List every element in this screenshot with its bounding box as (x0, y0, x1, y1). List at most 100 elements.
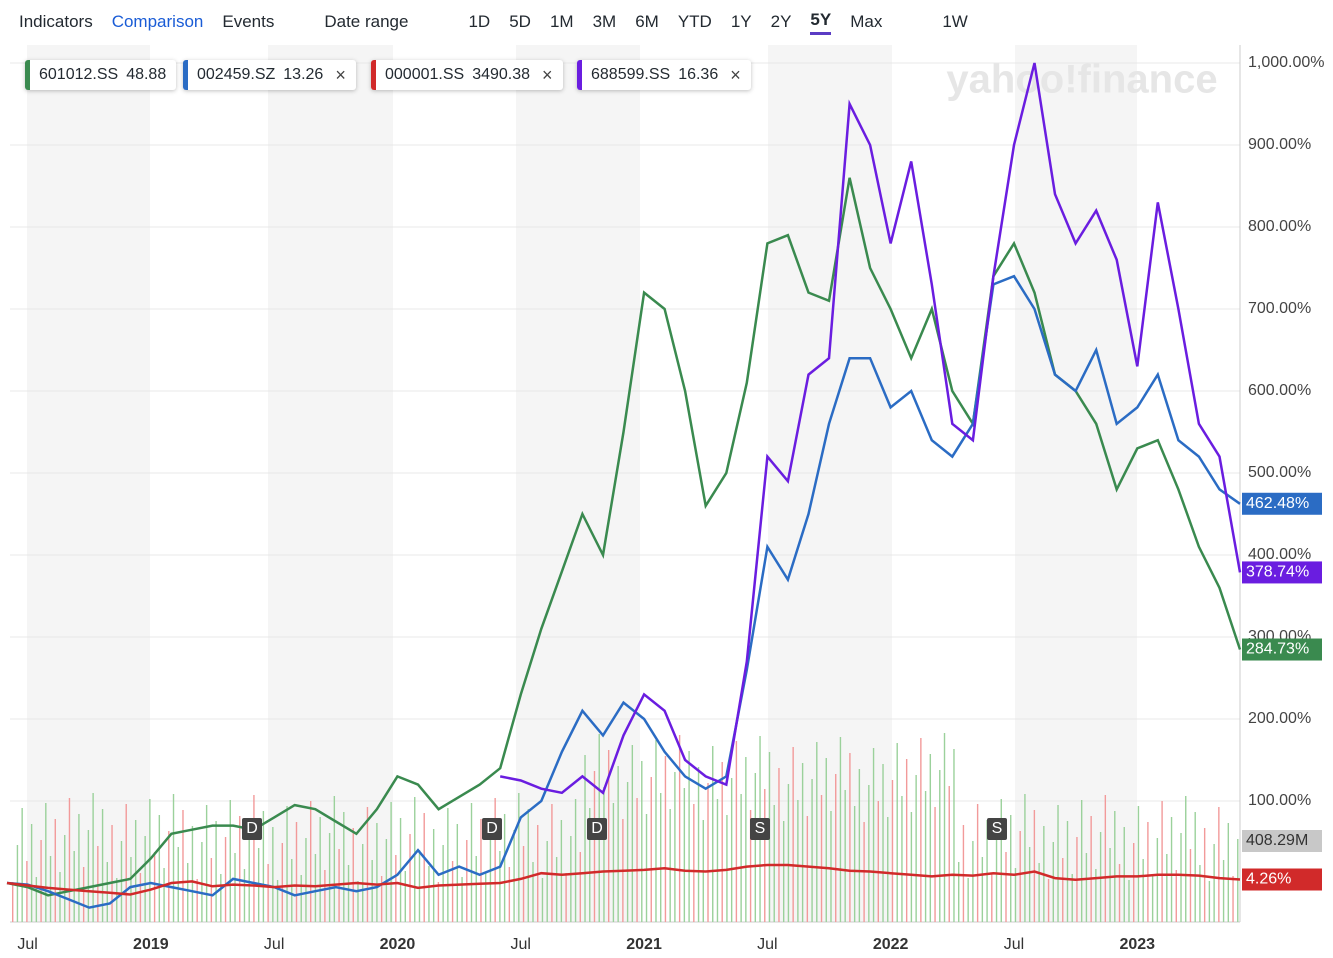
event-label: S (755, 820, 766, 837)
volume-bar (357, 881, 359, 922)
volume-bar (300, 875, 302, 922)
last-value-label: 462.48% (1246, 495, 1309, 512)
legend-price: 16.36 (678, 66, 719, 83)
y-tick-label: 200.00% (1248, 710, 1311, 727)
volume-bar (782, 821, 785, 922)
volume-bar (740, 794, 742, 922)
remove-button[interactable]: × (335, 64, 346, 85)
volume-bar (12, 882, 14, 922)
volume-bar (418, 850, 421, 922)
volume-bar (447, 808, 449, 922)
volume-bar (697, 767, 700, 922)
volume-bar (35, 877, 38, 922)
volume-bar (660, 793, 662, 922)
volume-bar (456, 824, 459, 922)
volume-bar (92, 793, 94, 922)
toolbar-item[interactable]: 6M (635, 12, 659, 31)
toolbar: Indicators Comparison Events Date range 1D 5D… (0, 0, 1333, 44)
toolbar-item[interactable]: 1Y (730, 12, 752, 31)
volume-bar (499, 851, 501, 922)
toolbar-item[interactable]: 1D (468, 12, 491, 31)
toolbar-item[interactable]: Comparison (111, 12, 204, 31)
volume-bar (220, 874, 222, 922)
volume-bar (1071, 874, 1073, 922)
toolbar-item[interactable]: Events (222, 12, 275, 31)
volume-bar (929, 754, 932, 922)
volume-bar (470, 803, 473, 922)
legend-name: 688599.SS (591, 66, 671, 83)
volume-bar (896, 743, 898, 922)
volume-bar (976, 804, 979, 922)
toolbar-item[interactable]: 5D (509, 12, 531, 31)
toolbar-item[interactable]: Date range (324, 12, 409, 31)
toolbar-item[interactable]: Indicators (19, 12, 93, 31)
toolbar-item[interactable]: 3M (592, 12, 617, 31)
legend-price: 48.88 (126, 66, 167, 83)
volume-bar (125, 804, 127, 922)
toolbar-item[interactable]: 5Y (810, 10, 832, 35)
volume-bar (1170, 817, 1173, 922)
volume-bar (253, 795, 255, 922)
volume-bar (551, 804, 553, 922)
event-marker (987, 818, 1007, 840)
volume-bar (319, 817, 321, 922)
last-value-tag (1242, 492, 1322, 515)
volume-bar (248, 832, 250, 922)
volume-bar (40, 840, 42, 922)
volume-bar (962, 825, 965, 922)
x-tick-label: Jul (17, 936, 37, 953)
volume-bar (882, 764, 884, 922)
toolbar-item[interactable]: 2Y (770, 12, 792, 31)
volume-bar (503, 814, 506, 922)
volume-bar (901, 796, 903, 922)
legend-chip: 688599.SS 16.36 × (577, 60, 751, 90)
volume-bar (631, 745, 634, 922)
volume-bar (669, 809, 671, 922)
volume-bar (423, 813, 425, 922)
volume-bar (262, 811, 265, 922)
volume-bar (1047, 879, 1050, 922)
volume-bar (934, 807, 936, 922)
toolbar-item[interactable]: Max (850, 12, 883, 31)
volume-bar (305, 838, 307, 922)
toolbar-item[interactable]: 1W (942, 12, 968, 31)
volume-bar (309, 801, 312, 922)
volume-bar (267, 864, 269, 922)
y-tick-label: 700.00% (1248, 300, 1311, 317)
remove-button[interactable]: × (730, 64, 741, 85)
period-band (27, 45, 150, 922)
volume-bar (215, 821, 217, 922)
legend-price: 13.26 (283, 66, 324, 83)
volume-bar (347, 865, 350, 922)
volume-bar (210, 858, 213, 922)
event-label: D (246, 820, 258, 837)
volume-bar (745, 757, 747, 922)
volume-bar (593, 771, 596, 922)
volume-bar (87, 830, 90, 922)
toolbar-item[interactable]: 1M (549, 12, 574, 31)
volume-bar (404, 871, 406, 922)
volume-bar (1090, 816, 1092, 922)
volume-bar (655, 740, 657, 922)
volume-bar (546, 841, 548, 922)
volume-bar (839, 737, 842, 922)
volume-bar (144, 836, 146, 922)
volume-bar (281, 843, 284, 922)
event-marker (750, 818, 770, 840)
volume-bar (409, 834, 411, 922)
volume-bar (726, 815, 728, 922)
volume-bar (1114, 811, 1116, 922)
volume-bar (390, 802, 392, 922)
toolbar-item[interactable]: YTD (677, 12, 712, 31)
volume-bar (395, 855, 397, 922)
volume-bar (205, 805, 208, 922)
volume-bar (641, 761, 643, 922)
legend-chip: 000001.SS 3490.38 × (371, 60, 563, 90)
volume-bar (461, 877, 463, 922)
volume-bar (584, 755, 586, 922)
volume-bar (1080, 800, 1083, 922)
volume-bar (201, 842, 203, 922)
volume-bar (522, 846, 525, 922)
remove-button[interactable]: × (542, 64, 553, 85)
legend-color (577, 60, 582, 90)
